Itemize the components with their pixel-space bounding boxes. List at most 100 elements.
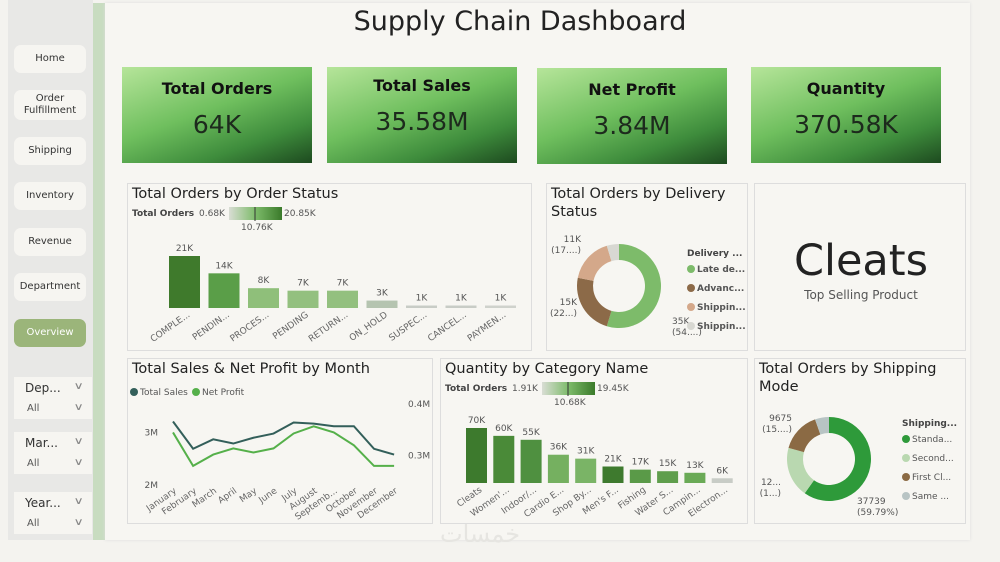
donut-slice[interactable] xyxy=(606,244,661,328)
legend-title[interactable]: Delivery ... xyxy=(687,249,742,259)
legend-marker[interactable] xyxy=(902,454,910,462)
bar[interactable] xyxy=(520,439,542,483)
bar[interactable] xyxy=(684,472,706,483)
slicer-label: Year... xyxy=(25,496,61,510)
bar[interactable] xyxy=(575,458,597,483)
chevron-down-icon[interactable]: ∨ xyxy=(73,402,84,413)
bar[interactable] xyxy=(466,428,487,483)
bar[interactable] xyxy=(169,256,200,308)
x-tick-label: April xyxy=(216,486,239,506)
data-label: 70K xyxy=(468,416,486,426)
legend-item[interactable]: Same ... xyxy=(912,492,949,502)
donut-slice[interactable] xyxy=(577,245,612,281)
nav-revenue-button[interactable]: Revenue xyxy=(14,228,86,256)
x-tick-label: PAYMEN... xyxy=(466,310,508,344)
donut-slice[interactable] xyxy=(815,417,829,435)
nav-department-button[interactable]: Department xyxy=(14,273,86,301)
bar[interactable] xyxy=(445,305,477,308)
nav-order-fulfillment-button[interactable]: Order Fulfillment xyxy=(14,90,86,120)
slicer-value[interactable]: All xyxy=(27,458,40,469)
data-label: 31K xyxy=(577,447,595,457)
bar[interactable] xyxy=(657,471,679,483)
legend-marker[interactable] xyxy=(130,388,138,396)
legend-item[interactable]: Shippin... xyxy=(697,303,746,313)
legend-item[interactable]: Advanc... xyxy=(697,284,744,294)
kpi-label: Total Orders xyxy=(161,79,273,98)
legend-marker[interactable] xyxy=(902,492,910,500)
data-label: (22...) xyxy=(550,309,577,319)
shipping-mode-chart: Total Orders by Shipping Mode 37739 (59.7… xyxy=(754,358,966,524)
donut-slice[interactable] xyxy=(788,419,821,453)
department-slicer[interactable]: Dep... ∨ All ∨ xyxy=(14,377,92,419)
nav-inventory-button[interactable]: Inventory xyxy=(14,182,86,210)
legend-marker[interactable] xyxy=(687,303,695,311)
color-scale-max: 19.45K xyxy=(597,384,630,394)
chart-title: Quantity by Category Name xyxy=(445,361,649,377)
chart-title: Total Sales & Net Profit by Month xyxy=(132,361,370,377)
chevron-down-icon[interactable]: ∨ xyxy=(73,496,84,507)
bar[interactable] xyxy=(629,469,651,483)
bar[interactable] xyxy=(547,454,569,483)
legend-title[interactable]: Shipping... xyxy=(902,419,957,429)
chevron-down-icon[interactable]: ∨ xyxy=(73,381,84,392)
legend-marker[interactable] xyxy=(902,435,910,443)
chart-canvas: 37739(59.79%) 12...(1...) 9675(15....) Ship… xyxy=(760,414,957,518)
slicer-value[interactable]: All xyxy=(27,518,40,529)
bar[interactable] xyxy=(248,288,279,308)
page-title: Supply Chain Dashboard xyxy=(353,6,687,37)
data-label: 36K xyxy=(550,443,568,453)
legend-item[interactable]: Shippin... xyxy=(697,322,746,332)
bar[interactable] xyxy=(406,305,437,308)
chart-canvas: Total Orders 0.68K 20.85K 10.76K 21K COMPLE..… xyxy=(132,207,516,345)
data-label: 13K xyxy=(686,461,704,471)
bar[interactable] xyxy=(208,273,240,308)
data-label: 1K xyxy=(455,294,468,304)
delivery-status-chart: Total Orders by Delivery Status 35K (54..… xyxy=(546,183,748,351)
nav-overview-button[interactable]: Overview xyxy=(14,319,86,347)
top-product-label: Top Selling Product xyxy=(804,288,918,302)
legend-item[interactable]: Net Profit xyxy=(202,388,245,398)
legend-marker[interactable] xyxy=(192,388,200,396)
legend-marker[interactable] xyxy=(687,284,695,292)
donut-slice[interactable] xyxy=(577,277,612,327)
donut-slice[interactable] xyxy=(787,447,814,494)
slicer-value[interactable]: All xyxy=(27,403,40,414)
nav-shipping-button[interactable]: Shipping xyxy=(14,137,86,165)
legend-marker[interactable] xyxy=(687,265,695,273)
legend-marker[interactable] xyxy=(687,322,695,330)
bar[interactable] xyxy=(602,466,624,484)
data-label: 37739 xyxy=(857,497,886,507)
legend-marker[interactable] xyxy=(902,473,910,481)
quantity-category-chart: Quantity by Category Name Total Orders 1.… xyxy=(440,358,748,524)
market-slicer[interactable]: Mar... ∨ All ∨ xyxy=(14,432,92,474)
donut-slice[interactable] xyxy=(606,244,619,262)
bar[interactable] xyxy=(485,305,516,308)
kpi-quantity: Quantity 370.58K xyxy=(751,67,941,163)
bar[interactable] xyxy=(366,300,398,308)
x-tick-label: PENDING xyxy=(271,310,310,342)
bar[interactable] xyxy=(711,478,733,483)
chevron-down-icon[interactable]: ∨ xyxy=(73,517,84,528)
year-slicer[interactable]: Year... ∨ All ∨ xyxy=(14,492,92,534)
chevron-down-icon[interactable]: ∨ xyxy=(73,436,84,447)
y-right-tick: 0.3M xyxy=(408,452,430,462)
sales-profit-line-chart: Total Sales & Net Profit by Month Total … xyxy=(127,358,433,524)
bar[interactable] xyxy=(327,290,358,308)
legend-item[interactable]: Standa... xyxy=(912,435,952,445)
kpi-label: Net Profit xyxy=(588,80,676,99)
slicer-label: Dep... xyxy=(25,381,61,395)
donut-slice[interactable] xyxy=(804,417,871,501)
kpi-net-profit: Net Profit 3.84M xyxy=(537,68,727,164)
legend-item[interactable]: Late de... xyxy=(697,265,745,275)
nav-home-button[interactable]: Home xyxy=(14,45,86,73)
kpi-total-orders: Total Orders 64K xyxy=(122,67,312,163)
legend-item[interactable]: Total Sales xyxy=(139,388,188,398)
data-label: 14K xyxy=(215,261,233,271)
legend-item[interactable]: Second... xyxy=(912,454,954,464)
bar[interactable] xyxy=(287,290,319,308)
color-scale-max: 20.85K xyxy=(284,209,317,219)
legend-item[interactable]: First Cl... xyxy=(912,473,951,483)
x-tick-label: June xyxy=(257,486,280,506)
chevron-down-icon[interactable]: ∨ xyxy=(73,457,84,468)
bar[interactable] xyxy=(493,435,515,483)
